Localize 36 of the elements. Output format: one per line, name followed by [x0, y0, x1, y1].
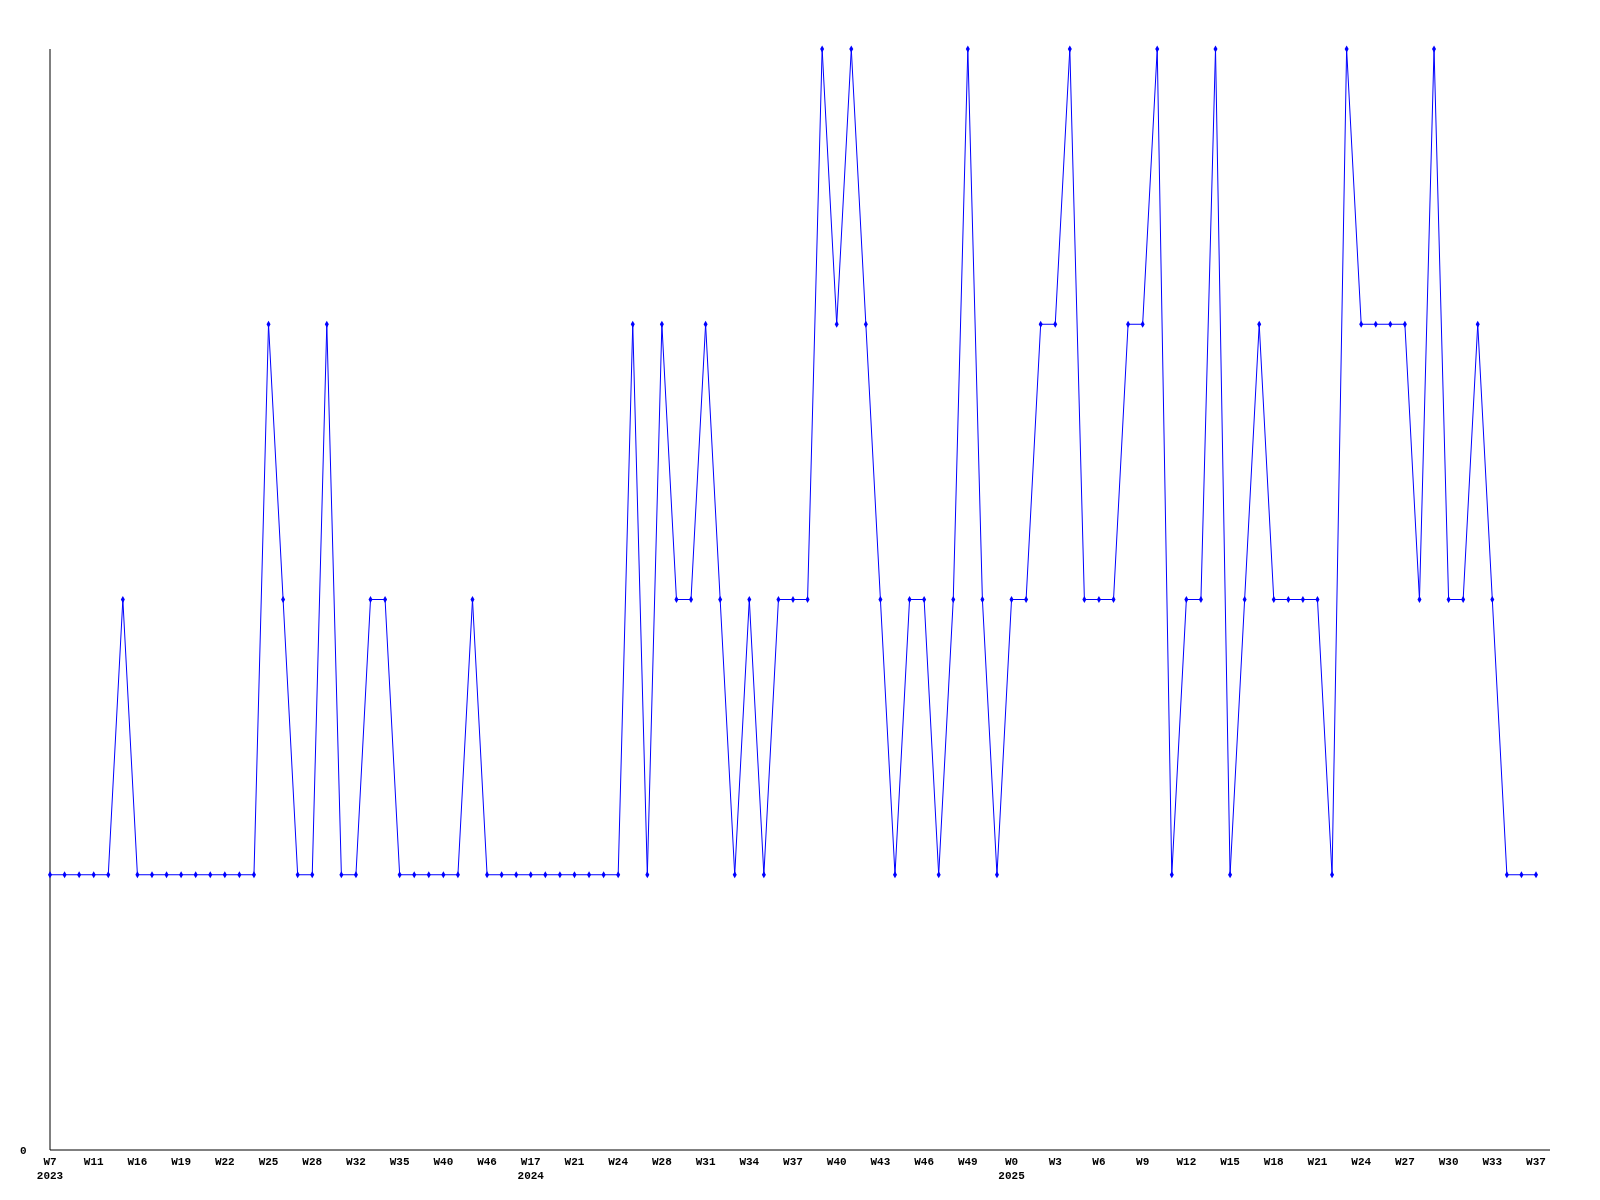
x-tick-label: W21 [564, 1156, 585, 1168]
x-tick-label: W6 [1092, 1156, 1106, 1168]
x-tick-label: W28 [651, 1156, 673, 1168]
x-tick-label: W15 [1220, 1156, 1241, 1168]
x-tick-label: W16 [127, 1156, 148, 1168]
x-tick-label: W17 2024 [517, 1156, 545, 1182]
x-tick-label: W24 [608, 1156, 629, 1168]
x-tick-label: W46 [914, 1156, 935, 1168]
x-tick-label: W40 [826, 1156, 847, 1168]
x-tick-label: W19 [171, 1156, 192, 1168]
x-tick-label: W40 [433, 1156, 454, 1168]
x-tick-label: W32 [346, 1156, 366, 1168]
x-tick-label: W3 [1048, 1156, 1063, 1168]
x-tick-label: W21 [1307, 1156, 1328, 1168]
x-tick-label: W7 2023 [36, 1156, 64, 1182]
text: 0 [20, 1145, 27, 1157]
x-tick-label: W25 [258, 1156, 279, 1168]
x-tick-label: W37 [1526, 1156, 1546, 1168]
x-tick-label: W43 [870, 1156, 891, 1168]
x-tick-label: W33 [1482, 1156, 1503, 1168]
x-tick-label: W11 [83, 1156, 104, 1168]
x-tick-label: W12 [1176, 1156, 1197, 1168]
x-tick-label: W9 [1136, 1156, 1150, 1168]
x-tick-label: W34 [739, 1156, 760, 1168]
x-tick-label: W49 [957, 1156, 978, 1168]
x-tick-label: W24 [1351, 1156, 1372, 1168]
x-tick-label: W35 [389, 1156, 410, 1168]
x-tick-label: W28 [302, 1156, 323, 1168]
x-tick-label: W46 [477, 1156, 497, 1168]
x-tick-label: W30 [1438, 1156, 1459, 1168]
x-tick-label: W0 2025 [998, 1156, 1026, 1182]
x-tick-label: W37 [783, 1156, 803, 1168]
x-tick-label: W22 [214, 1156, 235, 1168]
x-tick-label: W31 [695, 1156, 716, 1168]
x-tick-label: W27 [1394, 1156, 1415, 1168]
x-tick-label: W18 [1263, 1156, 1285, 1168]
